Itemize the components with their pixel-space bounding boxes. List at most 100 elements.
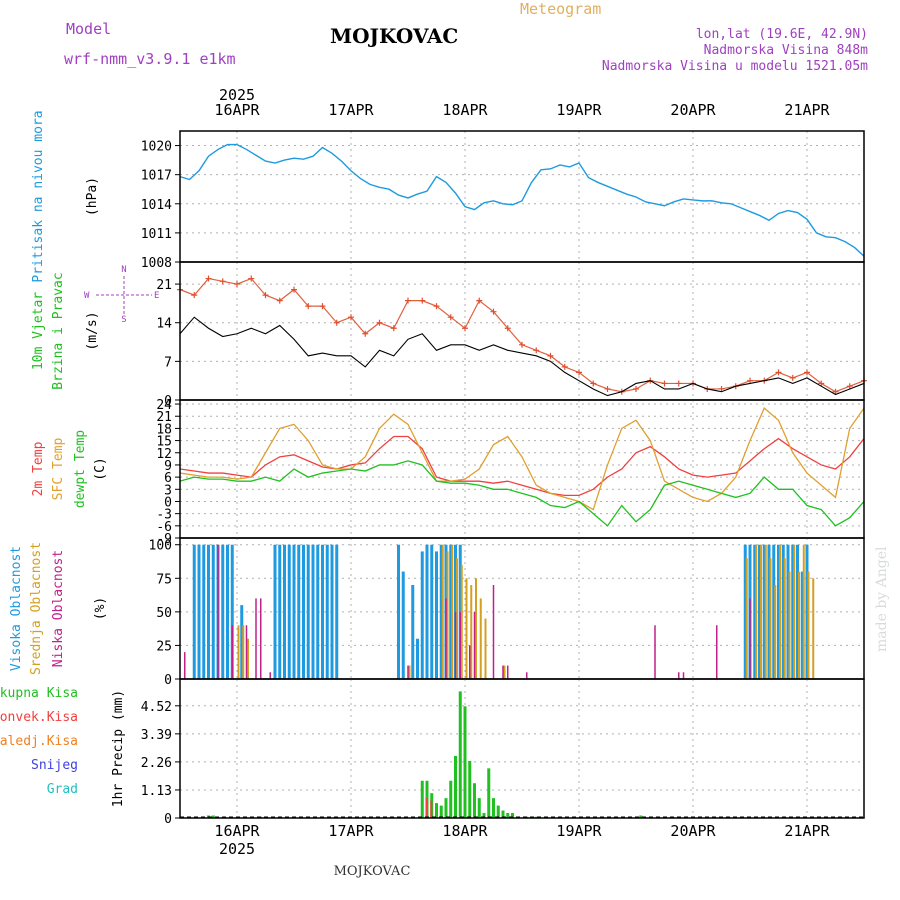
bottom-date-2: 18APR — [442, 822, 488, 840]
precip-bar-1 — [430, 800, 433, 818]
wind-gust-marker — [576, 369, 582, 376]
wind-gust-marker — [818, 380, 825, 387]
cloud-bar-0 — [287, 544, 291, 679]
wind-gust-marker — [205, 275, 212, 282]
top-date-5: 21APR — [784, 101, 830, 119]
cloud-bar-2 — [269, 672, 271, 679]
cloud-bar-0 — [397, 544, 400, 679]
cloud-bar-0 — [762, 544, 766, 679]
precip-legend-1: Konvek.Kisa — [0, 710, 78, 725]
cloud-bar-1 — [408, 665, 411, 679]
cloud-bar-0 — [758, 544, 761, 679]
ytick-label-pressure-4: 1020 — [141, 140, 172, 155]
bottom-date-5: 21APR — [784, 822, 830, 840]
bottom-date-3: 19APR — [556, 822, 602, 840]
footer-location: MOJKOVAC — [334, 864, 411, 879]
cloud-bar-1 — [247, 638, 249, 679]
ylabel-temperature-1: SFC Temp — [51, 438, 66, 501]
ytick-label-clouds-0: 0 — [164, 673, 172, 688]
wind-gust-marker — [291, 286, 297, 293]
wind-gust-marker — [234, 281, 240, 288]
cloud-bar-1 — [783, 558, 786, 679]
cloud-bar-2 — [502, 665, 504, 679]
pressure-line — [179, 143, 865, 257]
cloud-bar-0 — [207, 544, 210, 679]
cloud-bar-1 — [774, 585, 777, 679]
model-elevation-label: Nadmorska Visina u modelu 1521.05m — [602, 59, 868, 74]
panel-frame-precipitation — [179, 678, 865, 819]
cloud-bar-1 — [764, 544, 767, 679]
panel-wind: 0 7 14 21 N E S W 10m Vjetar Brzina i Pravac (m/s) — [31, 261, 867, 409]
cloud-bar-0 — [449, 544, 453, 679]
panel-clouds: 0 25 50 75 100 Visoka Oblacnost Srednja Oblacn… — [9, 537, 865, 688]
top-year: 2025 — [219, 86, 255, 104]
ytick-label-clouds-4: 100 — [149, 539, 172, 554]
panel-frame-wind — [179, 261, 865, 401]
cloud-bar-0 — [297, 544, 301, 679]
cloud-bar-1 — [745, 558, 748, 679]
cloud-bar-1 — [242, 625, 245, 679]
cloud-bar-1 — [237, 625, 240, 679]
temp-line-0 — [179, 435, 865, 497]
cloud-bar-0 — [226, 544, 229, 679]
cloud-bar-0 — [230, 544, 234, 679]
precip-bar-0 — [439, 805, 443, 818]
wind-gust-marker — [718, 385, 725, 392]
ylabel-clouds-2: Niska Oblacnost — [51, 550, 66, 667]
precip-bar-0 — [477, 798, 481, 818]
ylabel-precipitation-0: 1hr Precip (mm) — [111, 690, 126, 807]
model-name: wrf-nmm_v3.9.1 e1km — [64, 50, 236, 68]
ytick-label-wind-0: 0 — [164, 394, 172, 409]
precip-bar-0 — [511, 813, 514, 818]
ytick-label-clouds-3: 75 — [156, 572, 172, 587]
cloud-bar-1 — [460, 564, 463, 679]
bottom-date-0: 16APR — [214, 822, 260, 840]
ytick-label-pressure-1: 1011 — [141, 227, 172, 242]
wind-gust-marker — [789, 374, 796, 381]
wind-gust-marker — [533, 347, 540, 354]
ylabel-wind-0: 10m Vjetar — [31, 292, 46, 370]
cloud-bar-0 — [283, 544, 286, 679]
ytick-label-clouds-2: 50 — [156, 606, 172, 621]
ytick-label-temperature-7: 12 — [156, 447, 172, 462]
precip-bar-0 — [492, 798, 495, 818]
precip-legend-0: Ukupna Kisa — [0, 686, 78, 701]
ytick-label-wind-2: 14 — [156, 317, 172, 332]
cloud-bar-2 — [255, 598, 257, 679]
ytick-label-temperature-2: -3 — [156, 508, 172, 523]
cloud-bar-0 — [321, 544, 324, 679]
cloud-bar-2 — [492, 585, 495, 679]
cloud-bar-0 — [325, 544, 329, 679]
cloud-bar-0 — [796, 544, 799, 679]
precip-legend-4: Grad — [47, 782, 78, 797]
cloud-bar-0 — [335, 544, 339, 679]
cloud-bar-1 — [484, 618, 487, 679]
cloud-bar-0 — [278, 544, 282, 679]
ytick-label-pressure-3: 1017 — [141, 169, 172, 184]
cloud-bar-1 — [456, 558, 458, 679]
cloud-bar-0 — [221, 544, 225, 679]
cloud-bar-1 — [465, 578, 468, 679]
precip-bar-0 — [501, 810, 505, 818]
panel-pressure: 1008 1011 1014 1017 1020 Pritisak na nivou mo… — [31, 110, 865, 283]
cloud-bar-0 — [439, 544, 443, 679]
ytick-label-temperature-4: 3 — [164, 483, 172, 498]
cloud-bar-1 — [755, 544, 758, 679]
cloud-bar-0 — [786, 544, 790, 679]
precip-bar-0 — [473, 783, 476, 818]
cloud-bar-0 — [416, 638, 419, 679]
cloud-bar-0 — [791, 544, 795, 679]
wind-gust-marker — [462, 325, 468, 332]
wind-gust-marker — [333, 319, 340, 326]
ytick-label-precipitation-4: 4.52 — [141, 700, 172, 715]
wind-gust-marker — [846, 383, 853, 390]
ytick-label-temperature-10: 21 — [156, 410, 172, 425]
cloud-bar-1 — [441, 544, 444, 679]
cloud-bar-1 — [446, 551, 449, 679]
panel-frame-pressure — [179, 130, 865, 263]
wind-speed-line — [179, 316, 865, 397]
ylabel-temperature-3: (C) — [93, 457, 108, 480]
ylabel-clouds-0: Visoka Oblacnost — [9, 546, 24, 671]
precip-bar-0 — [496, 805, 500, 818]
